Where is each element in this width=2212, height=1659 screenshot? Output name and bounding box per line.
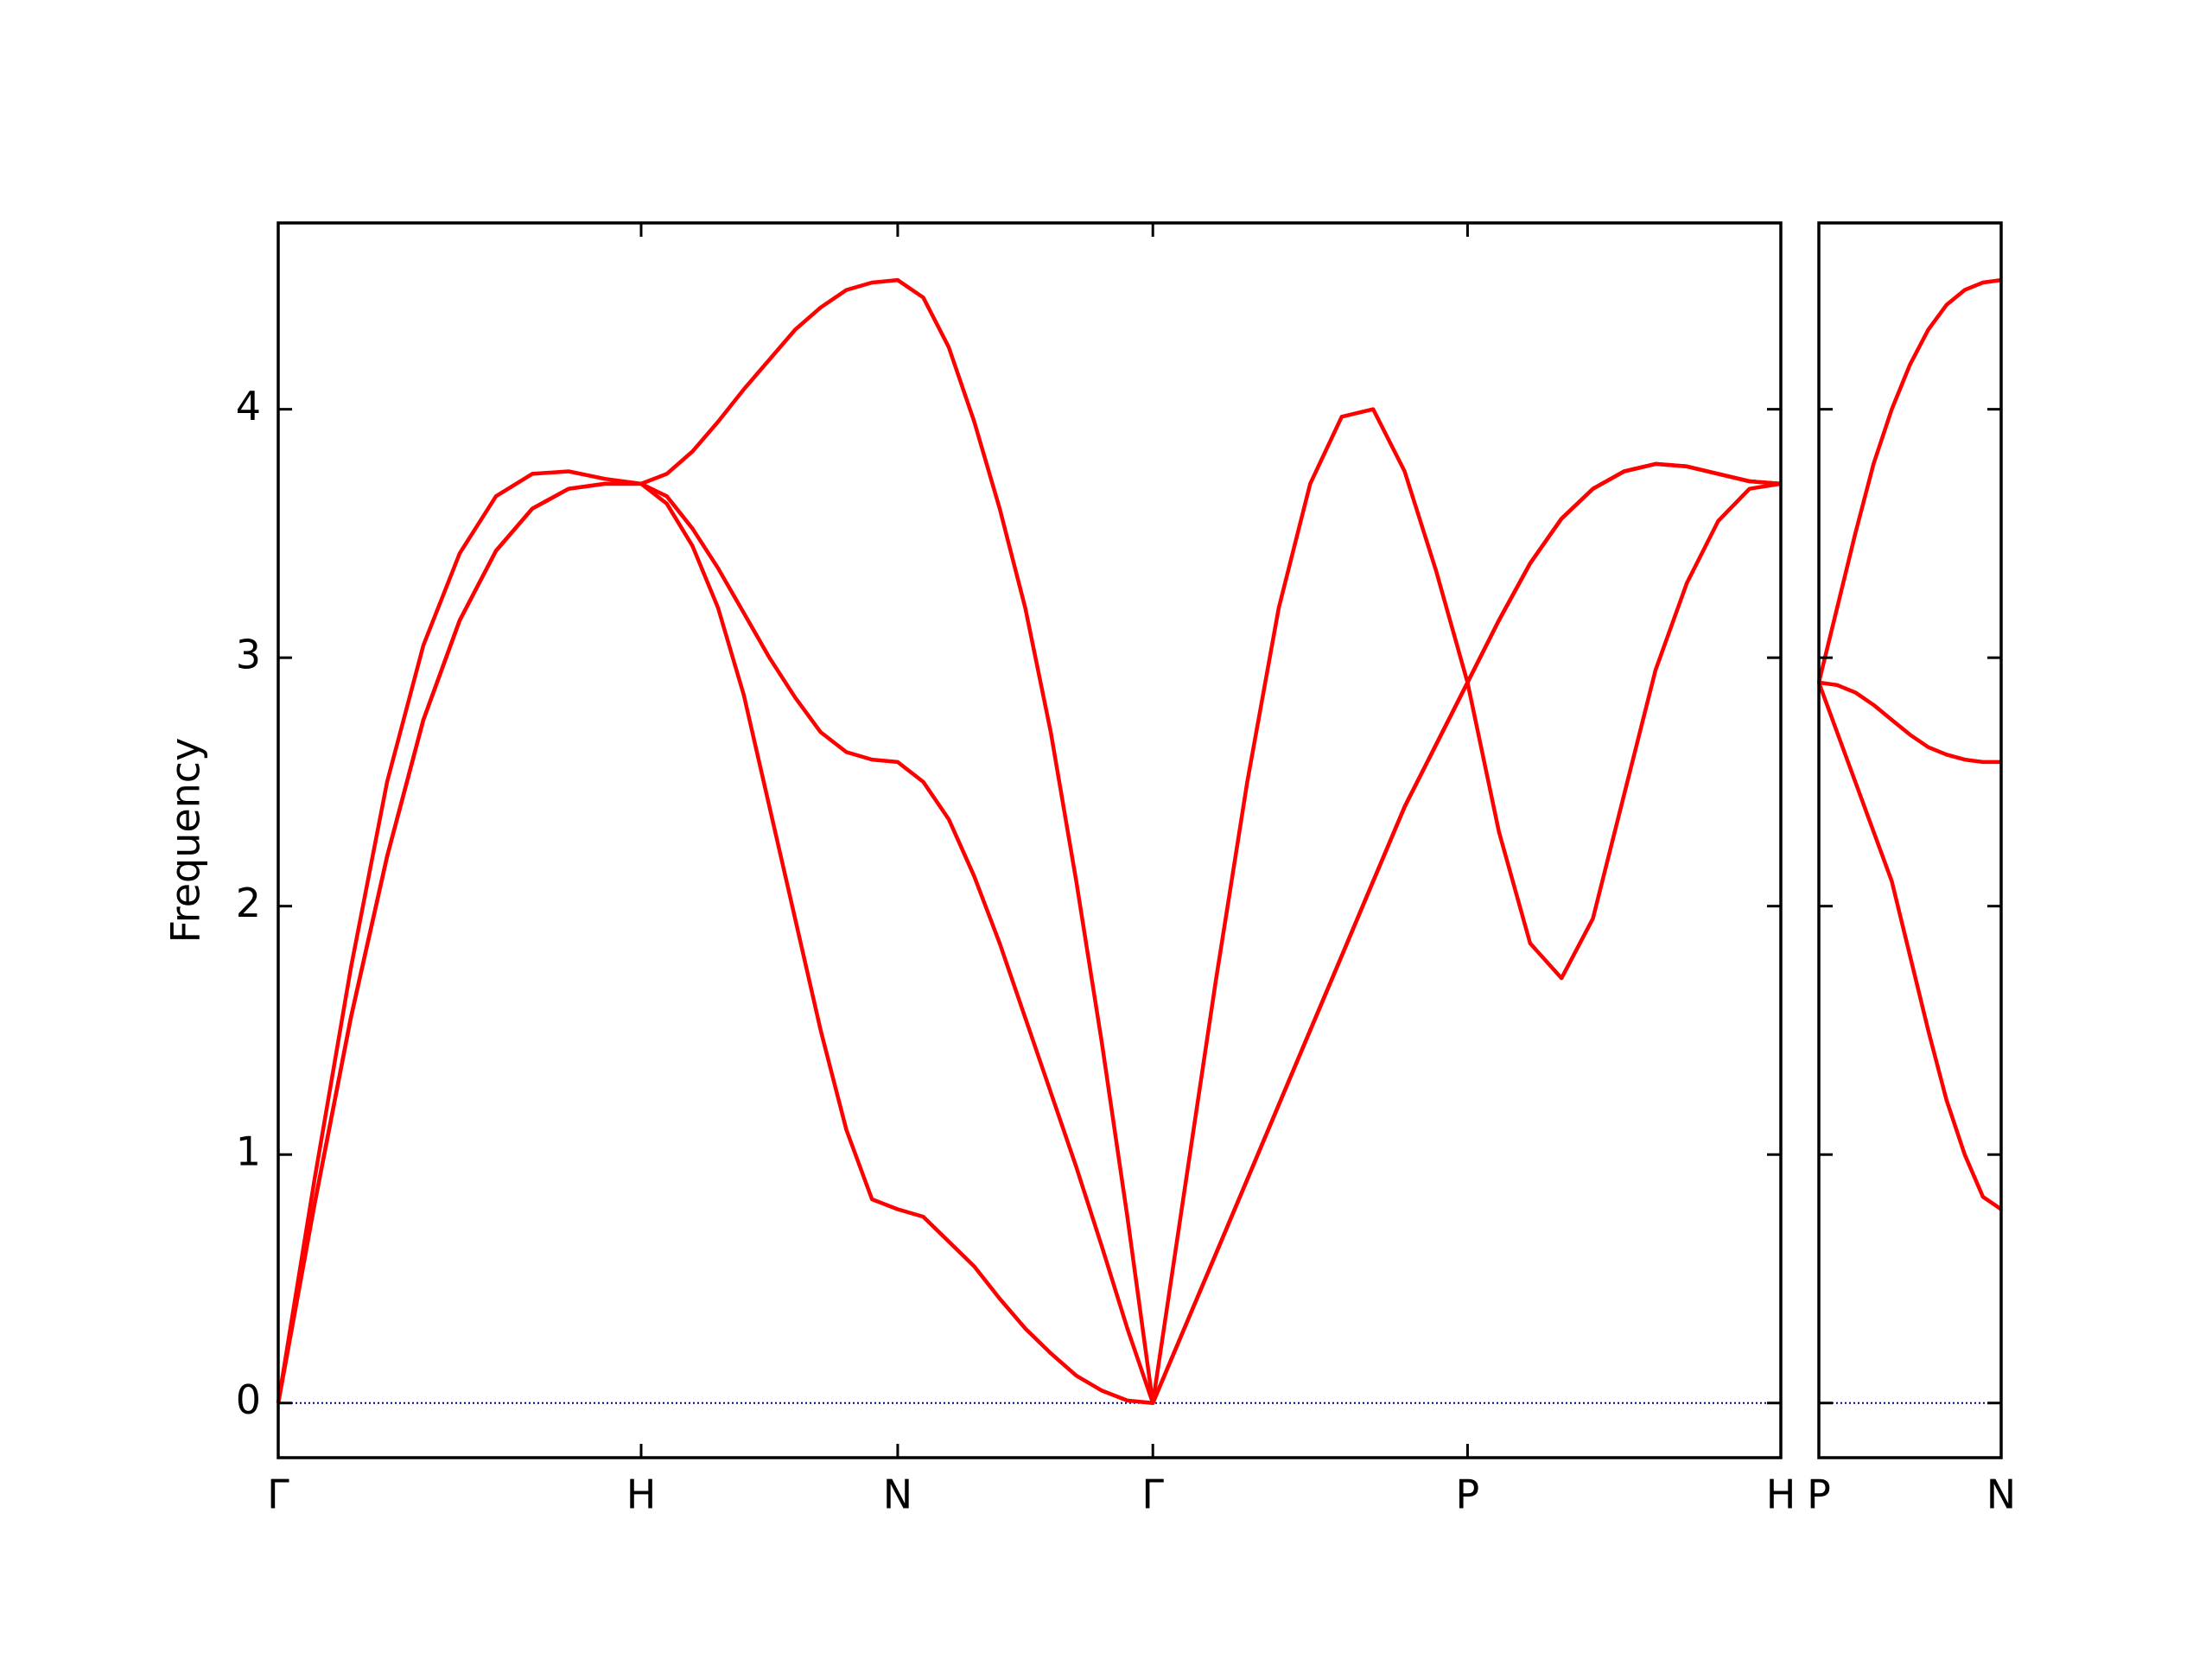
x-tick-label: P [1807,1471,1831,1518]
x-tick-label: H [626,1471,657,1518]
x-tick-label: N [883,1471,912,1518]
plot-frame [1817,221,2003,1459]
x-tick-label: H [1766,1471,1796,1518]
y-tick-label: 4 [236,383,261,429]
y-tick-label: 0 [236,1376,261,1423]
band-line [276,461,1782,1405]
y-tick-label: 1 [236,1128,261,1175]
y-tick-label: 2 [236,880,261,926]
x-tick-label: N [1986,1471,2016,1518]
y-tick-label: 3 [236,632,261,678]
y-axis-label: Frequency [162,738,209,944]
x-tick-label: P [1456,1471,1480,1518]
band-line [276,277,1782,1405]
plot-frame [276,221,1783,1459]
band-line [1816,682,2003,1211]
band-line [1818,680,2001,765]
x-tick-label: Γ [1141,1471,1164,1518]
x-tick-label: Γ [267,1471,289,1518]
band-line [1816,277,2002,683]
